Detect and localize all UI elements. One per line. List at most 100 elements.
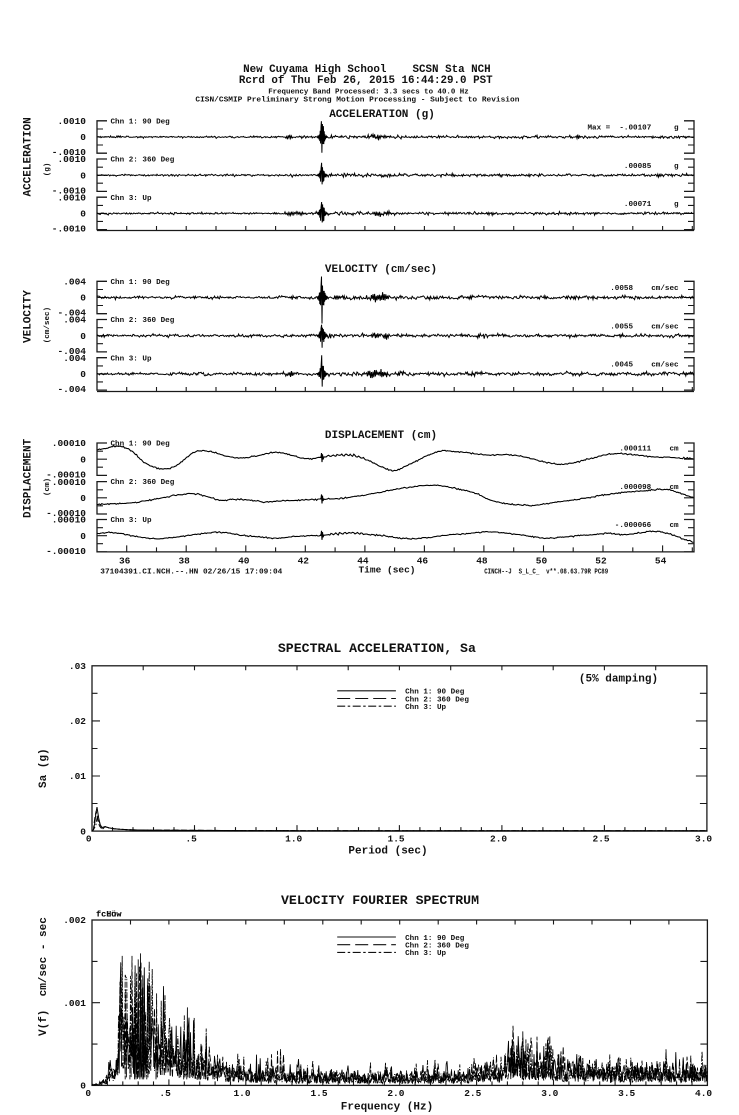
svg-text:Chn 2: 360 Deg: Chn 2: 360 Deg bbox=[111, 479, 175, 487]
svg-text:1.0: 1.0 bbox=[233, 1088, 250, 1099]
svg-text:-.00010: -.00010 bbox=[46, 469, 86, 480]
svg-text:.0010: .0010 bbox=[57, 116, 86, 127]
svg-text:Frequency (Hz): Frequency (Hz) bbox=[341, 1102, 433, 1114]
svg-text:-.0010: -.0010 bbox=[52, 185, 87, 196]
svg-text:2.0: 2.0 bbox=[387, 1088, 404, 1099]
svg-text:Chn 3: Up: Chn 3: Up bbox=[111, 517, 152, 525]
svg-text:VELOCITY FOURIER SPECTRUM: VELOCITY FOURIER SPECTRUM bbox=[281, 894, 479, 908]
svg-text:1.0: 1.0 bbox=[285, 834, 302, 845]
svg-text:.000111 cm: .000111 cm bbox=[619, 446, 679, 454]
svg-text:Rcrd of Thu Feb 26, 2015 16:44: Rcrd of Thu Feb 26, 2015 16:44:29.0 PST bbox=[239, 75, 493, 87]
svg-text:Max = -.00107 g: Max = -.00107 g bbox=[587, 125, 679, 133]
svg-text:fcHüw: fcHüw bbox=[96, 910, 122, 920]
svg-text:(5% damping): (5% damping) bbox=[579, 674, 658, 686]
svg-text:Chn 1: 90 Deg: Chn 1: 90 Deg bbox=[111, 441, 171, 449]
svg-text:.004: .004 bbox=[63, 277, 86, 288]
svg-text:3.5: 3.5 bbox=[618, 1088, 635, 1099]
svg-text:.0010: .0010 bbox=[57, 154, 86, 165]
svg-text:New Cuyama High School SCSN: New Cuyama High School SCSN Sta NCH bbox=[243, 64, 491, 76]
svg-text:Chn 2: 360 Deg: Chn 2: 360 Deg bbox=[405, 943, 469, 951]
svg-text:48: 48 bbox=[476, 555, 488, 566]
svg-text:Sa (g): Sa (g) bbox=[38, 748, 50, 788]
svg-text:0: 0 bbox=[80, 369, 86, 380]
svg-text:1.5: 1.5 bbox=[310, 1088, 327, 1099]
svg-text:2.5: 2.5 bbox=[464, 1088, 481, 1099]
svg-text:52: 52 bbox=[595, 555, 607, 566]
svg-text:0: 0 bbox=[80, 132, 86, 143]
svg-text:.5: .5 bbox=[159, 1088, 171, 1099]
svg-text:Chn 1: 90 Deg: Chn 1: 90 Deg bbox=[111, 118, 171, 126]
svg-text:1.5: 1.5 bbox=[388, 834, 405, 845]
svg-text:-.00010: -.00010 bbox=[46, 508, 86, 519]
svg-text:.5: .5 bbox=[185, 834, 197, 845]
svg-text:.00085 g: .00085 g bbox=[624, 163, 679, 171]
svg-text:-.0010: -.0010 bbox=[52, 147, 87, 158]
svg-text:SPECTRAL ACCELERATION, Sa: SPECTRAL ACCELERATION, Sa bbox=[278, 642, 477, 656]
svg-text:(cm/sec): (cm/sec) bbox=[44, 307, 52, 343]
svg-text:Chn 1: 90 Deg: Chn 1: 90 Deg bbox=[405, 935, 465, 943]
svg-text:0: 0 bbox=[80, 531, 86, 542]
svg-text:.00010: .00010 bbox=[52, 515, 87, 526]
svg-text:54: 54 bbox=[655, 555, 667, 566]
svg-text:3.0: 3.0 bbox=[541, 1088, 558, 1099]
svg-text:-.004: -.004 bbox=[57, 346, 86, 357]
svg-text:0: 0 bbox=[86, 834, 92, 845]
svg-text:.01: .01 bbox=[69, 771, 86, 782]
svg-text:Chn 3: Up: Chn 3: Up bbox=[405, 950, 446, 958]
svg-text:.00010: .00010 bbox=[52, 438, 87, 449]
svg-text:Chn 2: 360 Deg: Chn 2: 360 Deg bbox=[405, 696, 469, 704]
svg-text:CISN/CSMIP Preliminary Strong: CISN/CSMIP Preliminary Strong Motion Pro… bbox=[195, 97, 519, 105]
svg-text:V(f) cm/sec - sec: V(f) cm/sec - sec bbox=[38, 917, 50, 1036]
svg-text:.004: .004 bbox=[63, 353, 86, 364]
svg-text:.02: .02 bbox=[69, 716, 86, 727]
svg-text:-.004: -.004 bbox=[57, 384, 86, 395]
svg-text:4.0: 4.0 bbox=[695, 1088, 712, 1099]
svg-text:-.000066 cm: -.000066 cm bbox=[615, 522, 679, 530]
svg-text:36: 36 bbox=[119, 555, 131, 566]
svg-text:(g): (g) bbox=[44, 163, 52, 177]
svg-text:37104391.CI.NCH.--.HN 02/26/15: 37104391.CI.NCH.--.HN 02/26/15 17:09:04 bbox=[100, 569, 282, 577]
svg-text:-.00010: -.00010 bbox=[46, 546, 86, 557]
svg-text:0: 0 bbox=[80, 826, 86, 837]
svg-text:.0058 cm/sec: .0058 cm/sec bbox=[610, 285, 679, 293]
svg-text:ACCELERATION: ACCELERATION bbox=[23, 117, 35, 196]
svg-text:0: 0 bbox=[80, 331, 86, 342]
svg-text:0: 0 bbox=[80, 209, 86, 220]
svg-text:42: 42 bbox=[298, 555, 310, 566]
svg-text:0: 0 bbox=[85, 1088, 91, 1099]
svg-text:VELOCITY: VELOCITY bbox=[23, 290, 35, 343]
svg-text:.0010: .0010 bbox=[57, 192, 86, 203]
svg-text:Chn 2: 360 Deg: Chn 2: 360 Deg bbox=[111, 317, 175, 325]
svg-text:Chn 1: 90 Deg: Chn 1: 90 Deg bbox=[111, 279, 171, 287]
svg-text:0: 0 bbox=[80, 293, 86, 304]
svg-text:0: 0 bbox=[80, 493, 86, 504]
svg-text:ACCELERATION (g): ACCELERATION (g) bbox=[329, 109, 435, 121]
svg-text:.001: .001 bbox=[63, 998, 86, 1009]
svg-text:fcLow: fcLow bbox=[96, 910, 122, 920]
svg-text:Chn 3: Up: Chn 3: Up bbox=[405, 704, 446, 712]
svg-text:3.0: 3.0 bbox=[695, 834, 712, 845]
svg-text:DISPLACEMENT (cm): DISPLACEMENT (cm) bbox=[325, 430, 437, 442]
svg-text:.002: .002 bbox=[63, 915, 86, 926]
svg-text:46: 46 bbox=[417, 555, 429, 566]
svg-text:.00010: .00010 bbox=[52, 477, 87, 488]
svg-text:Chn 1: 90 Deg: Chn 1: 90 Deg bbox=[405, 689, 465, 697]
svg-text:50: 50 bbox=[536, 555, 548, 566]
svg-text:0: 0 bbox=[80, 1081, 86, 1092]
svg-text:.0055 cm/sec: .0055 cm/sec bbox=[610, 323, 679, 331]
svg-text:-.0010: -.0010 bbox=[52, 224, 87, 235]
svg-text:2.0: 2.0 bbox=[490, 834, 507, 845]
svg-text:.00071 g: .00071 g bbox=[624, 201, 679, 209]
svg-text:0: 0 bbox=[80, 170, 86, 181]
svg-text:VELOCITY (cm/sec): VELOCITY (cm/sec) bbox=[325, 264, 437, 276]
svg-text:DISPLACEMENT: DISPLACEMENT bbox=[23, 438, 35, 518]
svg-text:.03: .03 bbox=[69, 661, 86, 672]
svg-text:Period (sec): Period (sec) bbox=[348, 846, 427, 858]
svg-text:Chn 2: 360 Deg: Chn 2: 360 Deg bbox=[111, 157, 175, 165]
svg-text:44: 44 bbox=[357, 555, 369, 566]
svg-text:Frequency Band Processed: 3.3: Frequency Band Processed: 3.3 secs to 40… bbox=[268, 88, 469, 96]
svg-text:Chn 3: Up: Chn 3: Up bbox=[111, 355, 152, 363]
svg-text:.000098 cm: .000098 cm bbox=[619, 484, 679, 492]
svg-text:0: 0 bbox=[80, 454, 86, 465]
svg-text:-.004: -.004 bbox=[57, 308, 86, 319]
